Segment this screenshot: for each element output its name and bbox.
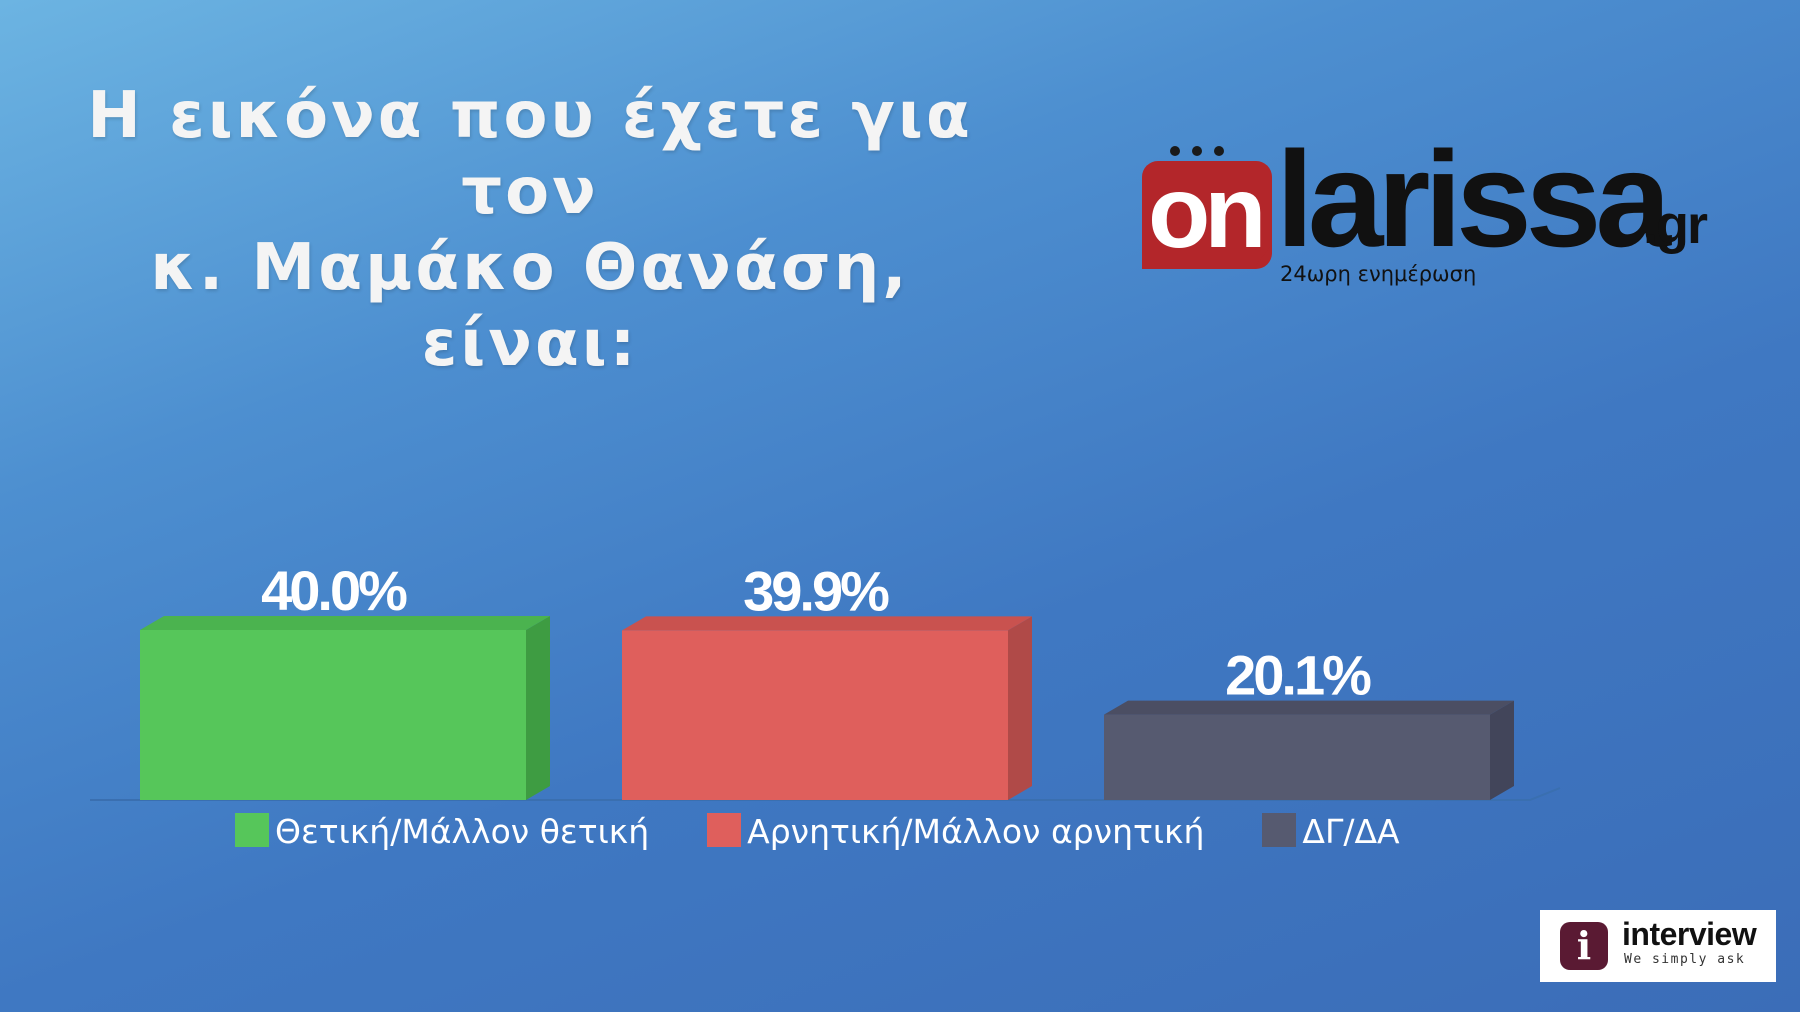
interview-name: interview	[1622, 916, 1757, 952]
bar-front-1	[140, 630, 526, 800]
legend-item-2: Αρνητική/Μάλλον αρνητική	[707, 812, 1204, 851]
interview-logo: i interview We simply ask	[1540, 910, 1776, 982]
info-icon: i	[1560, 922, 1608, 970]
bar-side-2	[1008, 616, 1032, 800]
chart-title-line-2: κ. Μαμάκο Θανάση, είναι:	[150, 231, 910, 381]
logo-on-text: on	[1148, 155, 1267, 269]
value-label-1: 40.0%	[261, 559, 407, 622]
chart-baseline	[90, 787, 1561, 801]
bar-side-3	[1490, 700, 1514, 800]
chart-title: Η εικόνα που έχετε για τον κ. Μαμάκο Θαν…	[60, 78, 1000, 382]
legend-item-3: ΔΓ/ΔΑ	[1262, 812, 1400, 851]
bar-3	[1104, 700, 1514, 800]
onlarissa-logo: on larissa .gr 24ωρη ενημέρωση	[1138, 129, 1738, 295]
value-label-3: 20.1%	[1225, 644, 1371, 707]
bar-front-3	[1104, 714, 1490, 800]
interview-tagline: We simply ask	[1624, 952, 1746, 967]
legend-item-1: Θετική/Μάλλον θετική	[235, 812, 649, 851]
logo-larissa-text: larissa	[1276, 123, 1671, 275]
logo-dots-icon	[1170, 141, 1236, 160]
bar-top-3	[1104, 700, 1514, 715]
bar-2	[622, 616, 1032, 800]
speech-bubble-icon	[1142, 161, 1272, 269]
speech-bubble-tail	[1256, 247, 1270, 265]
legend-label-2: Αρνητική/Μάλλον αρνητική	[747, 812, 1205, 851]
logo-tagline: 24ωρη ενημέρωση	[1280, 262, 1477, 286]
legend-swatch-1	[235, 812, 269, 847]
legend-swatch-3	[1262, 812, 1297, 847]
chart-title-line-1: Η εικόνα που έχετε για τον	[87, 79, 973, 229]
value-label-2: 39.9%	[743, 559, 889, 622]
legend-swatch-2	[707, 812, 742, 847]
legend-label-1: Θετική/Μάλλον θετική	[275, 812, 650, 851]
bar-top-2	[622, 616, 1032, 631]
logo-gr-text: .gr	[1643, 195, 1708, 255]
chart-legend: Θετική/Μάλλον θετική Αρνητική/Μάλλον αρνη…	[235, 812, 1458, 851]
bar-top-1	[140, 616, 550, 630]
bar-front-2	[622, 630, 1008, 800]
legend-label-3: ΔΓ/ΔΑ	[1302, 812, 1400, 851]
bar-side-1	[526, 616, 550, 800]
bar-1	[140, 616, 550, 800]
